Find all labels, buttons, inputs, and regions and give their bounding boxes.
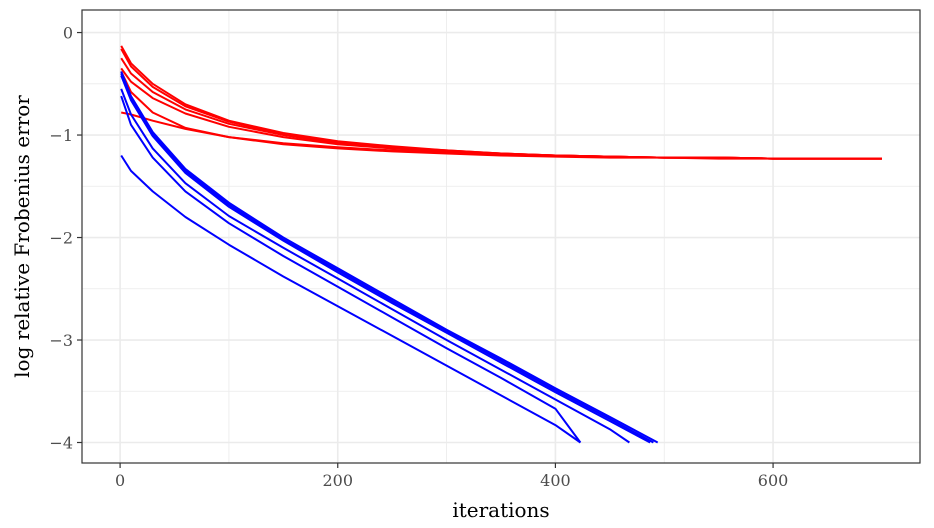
series-line-1 [120, 45, 882, 160]
series-line-9 [120, 75, 651, 444]
series-line-2 [120, 48, 882, 160]
series-line-6 [121, 111, 882, 160]
tick-labels: 0 200 400 600 0 −1 −2 −3 −4 [49, 24, 788, 490]
y-tick-label: −1 [49, 126, 73, 145]
x-axis-title: iterations [452, 498, 549, 522]
series-line-12 [120, 154, 581, 444]
y-tick-label: −4 [49, 434, 73, 453]
y-tick-label: 0 [63, 24, 73, 43]
y-axis-title: log relative Frobenius error [10, 95, 34, 378]
plot-border [81, 9, 921, 464]
y-tick-label: −3 [49, 331, 73, 350]
series-line-7 [120, 71, 659, 444]
axis-ticks [77, 31, 774, 468]
series-line-5 [120, 71, 882, 160]
series-line-11 [120, 95, 582, 444]
series-line-8 [120, 73, 654, 444]
x-tick-label: 400 [540, 471, 571, 490]
x-tick-label: 0 [115, 471, 125, 490]
series-line-3 [120, 57, 882, 160]
x-tick-label: 600 [758, 471, 789, 490]
series-line-4 [120, 67, 882, 160]
grid-minor-lines [82, 10, 920, 463]
series-line-10 [120, 88, 630, 444]
x-tick-label: 200 [322, 471, 353, 490]
y-tick-label: −2 [49, 229, 73, 248]
series-lines [120, 45, 882, 444]
